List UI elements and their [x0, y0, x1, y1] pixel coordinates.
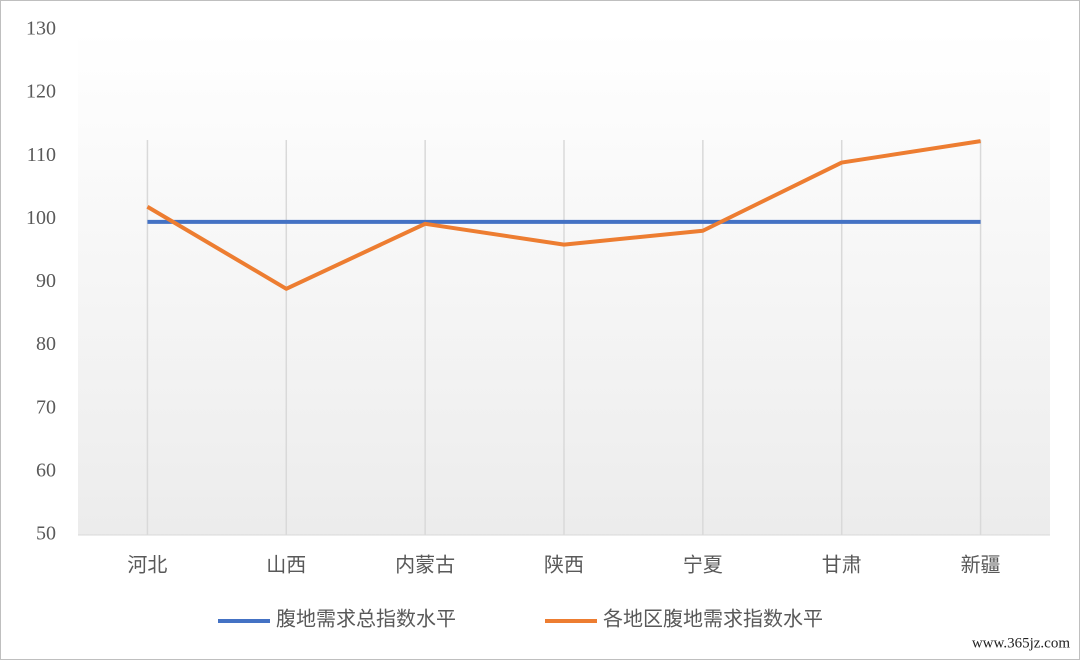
- x-tick-label: 新疆: [961, 554, 1001, 577]
- x-tick-label: 宁夏: [683, 554, 723, 577]
- y-tick-label: 110: [27, 144, 56, 166]
- legend-label: 腹地需求总指数水平: [276, 608, 456, 631]
- x-tick-label: 内蒙古: [395, 554, 455, 577]
- x-tick-label: 山西: [266, 554, 306, 577]
- y-tick-label: 90: [36, 270, 56, 292]
- x-tick-label: 河北: [127, 554, 167, 577]
- y-tick-label: 60: [36, 459, 56, 481]
- y-tick-label: 80: [36, 333, 56, 355]
- y-tick-label: 50: [36, 523, 56, 545]
- x-tick-label: 陕西: [544, 554, 584, 577]
- y-tick-label: 70: [36, 396, 56, 418]
- y-tick-label: 100: [26, 207, 56, 229]
- line-series: [146, 139, 981, 291]
- watermark: www.365jz.com: [972, 635, 1071, 651]
- x-tick-label: 甘肃: [822, 554, 862, 577]
- y-tick-label: 120: [26, 81, 56, 103]
- y-tick-label: 130: [26, 18, 56, 40]
- legend-label: 各地区腹地需求指数水平: [603, 608, 823, 631]
